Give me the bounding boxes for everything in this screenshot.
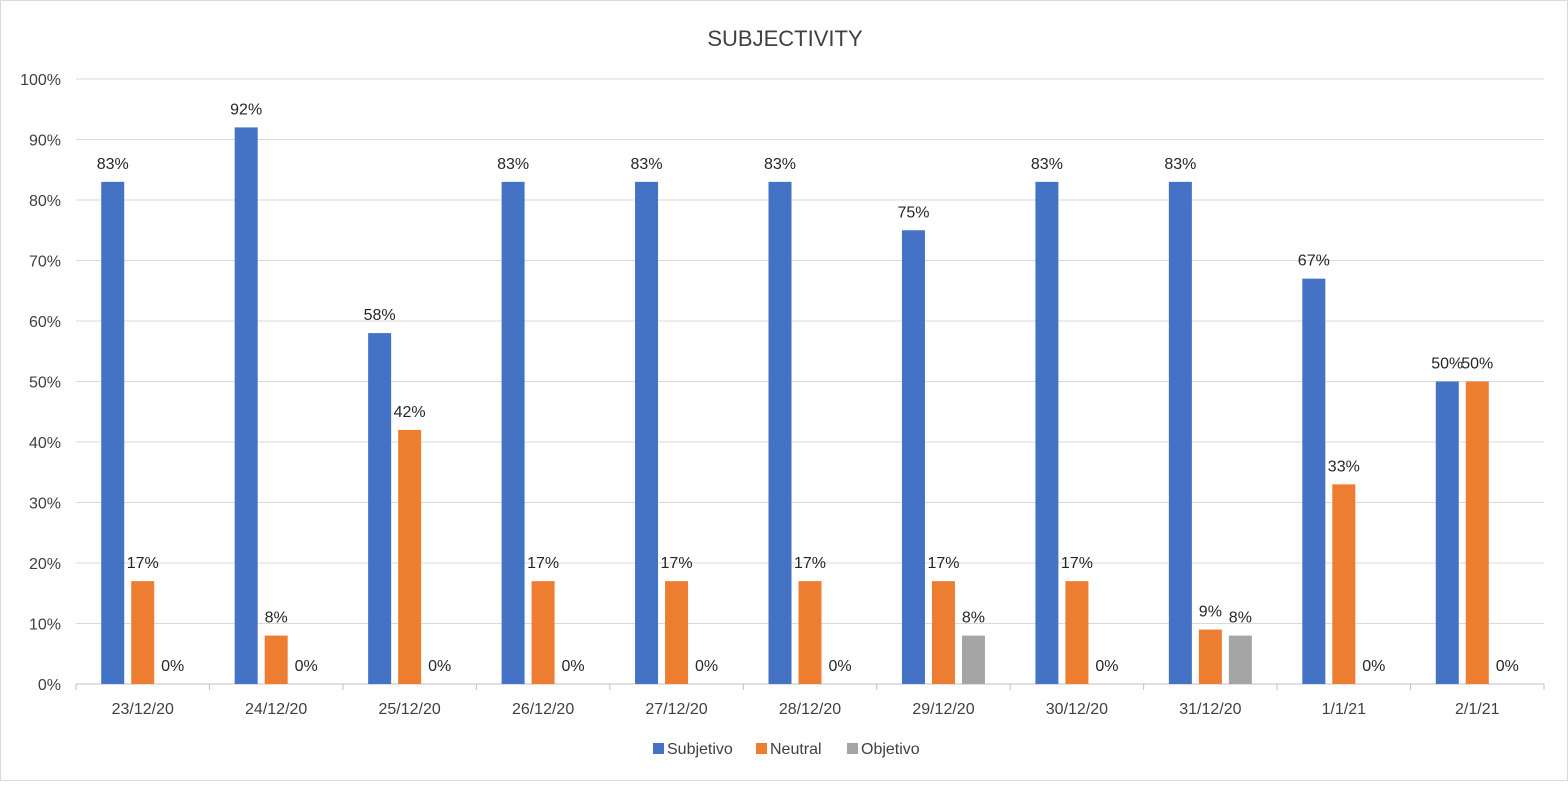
x-tick-label: 25/12/20: [378, 701, 440, 718]
data-label: 42%: [394, 404, 426, 421]
bar-neutral: [398, 429, 422, 684]
legend-label-subjetivo: Subjetivo: [667, 741, 733, 758]
data-label: 33%: [1328, 458, 1360, 475]
bar-neutral: [264, 635, 288, 684]
data-label: 0%: [695, 658, 718, 675]
bar-objetivo: [1228, 635, 1252, 684]
bar-subjetivo: [1035, 181, 1059, 684]
data-label: 8%: [1229, 610, 1252, 627]
bar-subjetivo: [1168, 181, 1192, 684]
bar-subjetivo: [901, 230, 925, 684]
legend-swatch-subjetivo: [653, 743, 664, 754]
data-label: 9%: [1199, 604, 1222, 621]
data-label: 58%: [364, 307, 396, 324]
x-tick-label: 1/1/21: [1322, 701, 1367, 718]
bars: [101, 127, 1489, 684]
bar-neutral: [798, 581, 822, 684]
bar-subjetivo: [1302, 278, 1326, 684]
x-tick-label: 29/12/20: [912, 701, 974, 718]
data-labels: 83% 17% 0% 92% 8% 0% 58% 42% 0% 83% 17% 0% 83% 17% 0% 8…: [97, 101, 1519, 675]
data-label: 0%: [828, 658, 851, 675]
data-label: 0%: [1095, 658, 1118, 675]
data-label: 17%: [527, 555, 559, 572]
y-tick-label: 100%: [20, 72, 61, 89]
data-label: 17%: [661, 555, 693, 572]
data-label: 83%: [497, 156, 529, 173]
x-tick-label: 31/12/20: [1179, 701, 1241, 718]
data-label: 83%: [97, 156, 129, 173]
bar-neutral: [1465, 381, 1489, 684]
y-tick-label: 0%: [38, 677, 61, 694]
x-tick-label: 26/12/20: [512, 701, 574, 718]
x-tick-label: 30/12/20: [1046, 701, 1108, 718]
legend: Subjetivo Neutral Objetivo: [653, 741, 920, 758]
data-label: 17%: [1061, 555, 1093, 572]
x-tick-label: 23/12/20: [112, 701, 174, 718]
bar-neutral: [931, 581, 955, 684]
x-tick-label: 28/12/20: [779, 701, 841, 718]
bar-neutral: [531, 581, 555, 684]
y-tick-label: 50%: [29, 375, 61, 392]
x-tick-label: 24/12/20: [245, 701, 307, 718]
data-label: 0%: [428, 658, 451, 675]
bar-subjetivo: [1435, 381, 1459, 684]
data-label: 17%: [127, 555, 159, 572]
y-tick-label: 80%: [29, 193, 61, 210]
y-tick-label: 60%: [29, 314, 61, 331]
y-tick-label: 20%: [29, 556, 61, 573]
data-label: 0%: [161, 658, 184, 675]
bar-neutral: [1065, 581, 1089, 684]
data-label: 83%: [631, 156, 663, 173]
data-label: 17%: [794, 555, 826, 572]
data-label: 92%: [230, 101, 262, 118]
data-label: 0%: [562, 658, 585, 675]
data-label: 83%: [764, 156, 796, 173]
data-label: 0%: [1362, 658, 1385, 675]
legend-label-neutral: Neutral: [770, 741, 822, 758]
bar-subjetivo: [368, 333, 392, 684]
bar-subjetivo: [101, 181, 125, 684]
data-label: 0%: [295, 658, 318, 675]
y-tick-label: 70%: [29, 254, 61, 271]
data-label: 8%: [265, 610, 288, 627]
data-label: 67%: [1298, 253, 1330, 270]
y-tick-label: 10%: [29, 617, 61, 634]
gridlines: [76, 78, 1544, 624]
bar-subjetivo: [501, 181, 525, 684]
x-tick-label: 2/1/21: [1455, 701, 1500, 718]
data-label: 17%: [927, 555, 959, 572]
bar-neutral: [665, 581, 689, 684]
data-label: 50%: [1431, 356, 1463, 373]
y-tick-label: 30%: [29, 496, 61, 513]
bar-neutral: [131, 581, 155, 684]
bar-subjetivo: [635, 181, 659, 684]
bar-subjetivo: [768, 181, 792, 684]
bar-subjetivo: [234, 127, 258, 684]
data-label: 75%: [897, 204, 929, 221]
data-label: 50%: [1461, 356, 1493, 373]
data-label: 0%: [1496, 658, 1519, 675]
legend-label-objetivo: Objetivo: [861, 741, 920, 758]
chart-title: SUBJECTIVITY: [707, 26, 863, 51]
bar-neutral: [1198, 629, 1222, 684]
data-label: 83%: [1031, 156, 1063, 173]
y-tick-label: 90%: [29, 133, 61, 150]
bar-objetivo: [961, 635, 985, 684]
bar-neutral: [1332, 484, 1356, 684]
x-tick-label: 27/12/20: [645, 701, 707, 718]
data-label: 83%: [1164, 156, 1196, 173]
legend-swatch-neutral: [756, 743, 767, 754]
data-label: 8%: [962, 610, 985, 627]
y-tick-label: 40%: [29, 435, 61, 452]
legend-swatch-objetivo: [847, 743, 858, 754]
